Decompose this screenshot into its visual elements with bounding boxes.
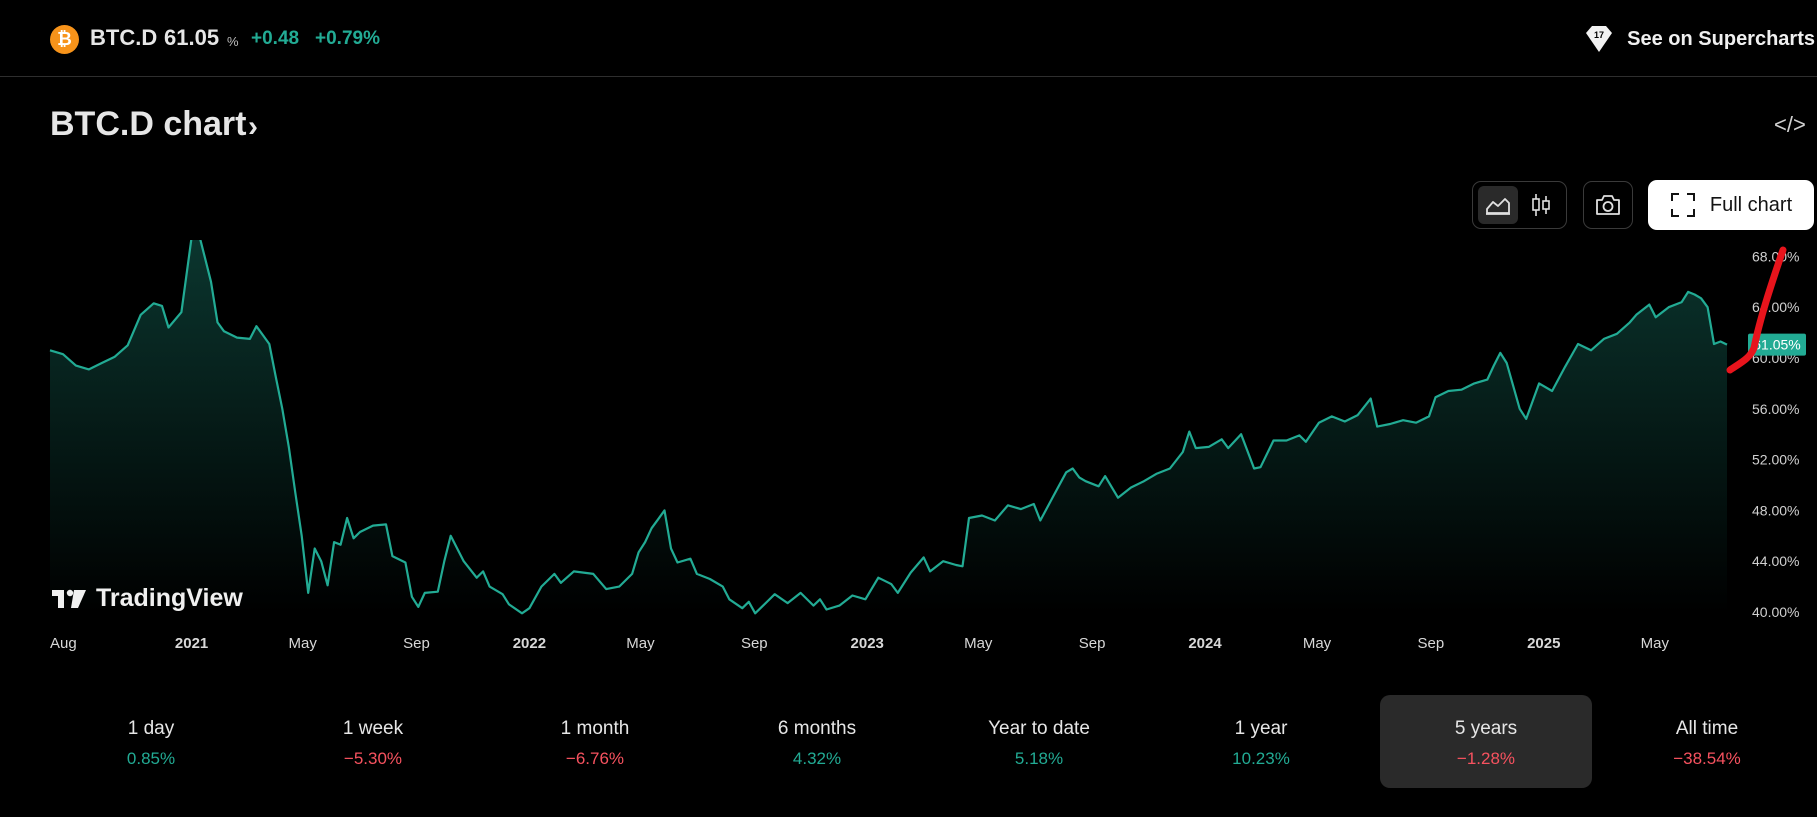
- period-value: −5.30%: [343, 749, 403, 768]
- tradingview-wordmark: TradingView: [96, 584, 243, 612]
- camera-icon: [1596, 195, 1620, 215]
- chevron-right-icon[interactable]: ›: [248, 110, 258, 143]
- y-tick-label: 44.00%: [1752, 553, 1799, 569]
- chart-style-toggle: [1472, 181, 1567, 229]
- period-label: 1 month: [560, 718, 630, 739]
- tradingview-logo[interactable]: TradingView: [52, 584, 243, 613]
- x-tick-label: May: [626, 635, 655, 652]
- period-label: 5 years: [1454, 718, 1518, 739]
- period-label: 1 year: [1234, 718, 1288, 739]
- period-value: −1.28%: [1456, 749, 1516, 768]
- y-tick-label: 48.00%: [1752, 502, 1799, 518]
- full-chart-button[interactable]: Full chart: [1648, 180, 1814, 230]
- price-unit: %: [227, 34, 239, 49]
- period-1-month[interactable]: 1 month −6.76%: [489, 695, 701, 788]
- see-on-supercharts-link[interactable]: 17 See on Supercharts: [1583, 22, 1817, 56]
- tradingview-logo-icon: [52, 589, 86, 608]
- period-value: −38.54%: [1673, 749, 1741, 768]
- bitcoin-icon: ₿: [50, 25, 79, 54]
- period-year-to-date[interactable]: Year to date 5.18%: [933, 695, 1145, 788]
- x-tick-label: 2021: [175, 635, 208, 652]
- annotation-red-stroke: [1726, 246, 1787, 374]
- period-1-week[interactable]: 1 week −5.30%: [267, 695, 479, 788]
- symbol-name[interactable]: BTC.D: [90, 25, 158, 50]
- svg-text:17: 17: [1594, 30, 1604, 40]
- last-value-badge: [1748, 333, 1806, 356]
- full-chart-label: Full chart: [1709, 193, 1793, 216]
- period-value: −6.76%: [565, 749, 625, 768]
- y-tick-label: 56.00%: [1752, 401, 1799, 417]
- symbol-header: ₿ BTC.D 61.05 % +0.48 +0.79% 17 See on S…: [0, 0, 1817, 77]
- candles-icon: [1532, 194, 1550, 216]
- y-tick-label: 52.00%: [1752, 452, 1799, 468]
- period-label: 6 months: [777, 718, 857, 739]
- period-value: 5.18%: [1014, 749, 1064, 768]
- last-value-label: 61.05%: [1753, 337, 1800, 353]
- x-tick-label: Aug: [50, 635, 77, 652]
- period-value: 10.23%: [1232, 749, 1290, 768]
- series-line: [49, 240, 1728, 615]
- period-all-time[interactable]: All time −38.54%: [1601, 695, 1813, 788]
- period-value: 0.85%: [126, 749, 176, 768]
- period-5-years[interactable]: 5 years −1.28%: [1380, 695, 1592, 788]
- x-tick-label: 2022: [513, 635, 546, 652]
- y-tick-label: 68.00%: [1752, 248, 1799, 264]
- period-1-year[interactable]: 1 year 10.23%: [1155, 695, 1367, 788]
- x-tick-label: 2024: [1188, 635, 1222, 652]
- x-tick-label: May: [1641, 635, 1670, 652]
- btc-dominance-chart[interactable]: 40.00%44.00%48.00%52.00%56.00%60.00%64.0…: [0, 240, 1817, 660]
- x-tick-label: Sep: [1079, 635, 1106, 652]
- period-performance-bar: 1 day 0.85% 1 week −5.30% 1 month −6.76%…: [45, 695, 1817, 788]
- snapshot-button[interactable]: [1583, 181, 1633, 229]
- y-tick-label: 40.00%: [1752, 604, 1799, 620]
- price-value: 61.05: [164, 25, 220, 50]
- supercharts-gem-icon: 17: [1586, 26, 1613, 52]
- area-chart-button[interactable]: [1478, 186, 1518, 224]
- price-change: +0.48: [251, 28, 300, 49]
- x-tick-label: 2023: [851, 635, 884, 652]
- chart-title[interactable]: BTC.D chart: [50, 105, 247, 143]
- supercharts-label: See on Supercharts: [1627, 27, 1815, 50]
- x-tick-label: Sep: [1417, 635, 1444, 652]
- x-tick-label: Sep: [403, 635, 430, 652]
- y-tick-label: 64.00%: [1752, 299, 1799, 315]
- candles-chart-button[interactable]: [1521, 186, 1561, 224]
- price-change-percent: +0.79%: [315, 28, 380, 49]
- period-label: All time: [1675, 718, 1739, 739]
- period-6-months[interactable]: 6 months 4.32%: [711, 695, 923, 788]
- embed-code-icon[interactable]: </>: [1774, 112, 1806, 137]
- x-tick-label: May: [964, 635, 993, 652]
- period-label: 1 week: [342, 718, 404, 739]
- x-tick-label: May: [288, 635, 317, 652]
- x-tick-label: Sep: [741, 635, 768, 652]
- area-fill: [50, 240, 1727, 614]
- x-tick-label: 2025: [1527, 635, 1560, 652]
- fullscreen-icon: [1670, 193, 1695, 217]
- x-tick-label: May: [1303, 635, 1332, 652]
- period-label: Year to date: [988, 718, 1090, 739]
- period-value: 4.32%: [792, 749, 842, 768]
- period-label: 1 day: [127, 718, 175, 739]
- area-chart-icon: [1486, 198, 1510, 215]
- period-1-day[interactable]: 1 day 0.85%: [45, 695, 257, 788]
